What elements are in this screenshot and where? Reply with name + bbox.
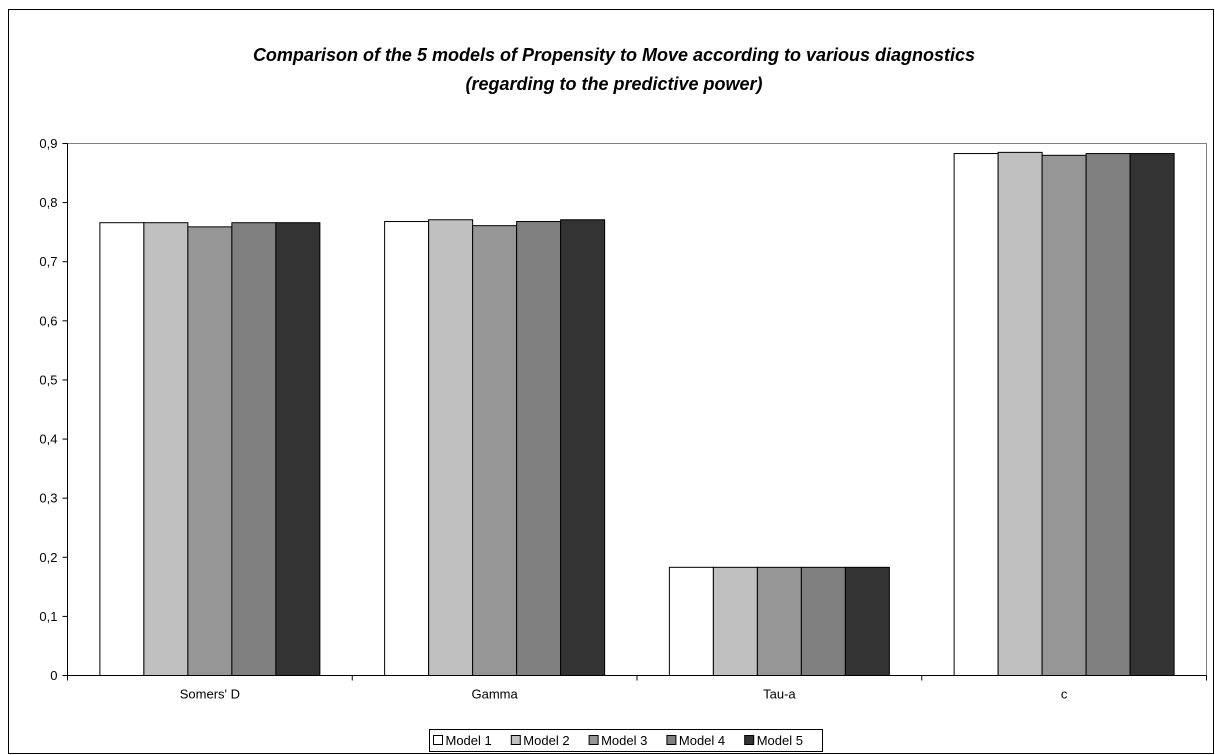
- legend-label: Model 1: [446, 733, 492, 748]
- y-tick-label: 0,2: [39, 550, 57, 565]
- y-tick-label: 0,9: [39, 136, 57, 151]
- bar-3-3: [756, 566, 802, 676]
- legend-swatch: [744, 735, 755, 745]
- bar-2-1: [143, 222, 189, 676]
- legend-label: Model 4: [679, 733, 725, 748]
- bar-1-2: [384, 221, 430, 676]
- bar-2-4: [997, 151, 1043, 677]
- y-tick-label: 0,7: [39, 254, 57, 269]
- legend-box: [429, 729, 823, 752]
- bar-5-2: [560, 219, 606, 676]
- legend-label: Model 3: [601, 733, 647, 748]
- chart-title-line-2: (regarding to the predictive power): [465, 74, 762, 94]
- legend-label: Model 5: [757, 733, 803, 748]
- bars-layer: [99, 151, 1175, 677]
- bar-1-3: [668, 566, 714, 676]
- bar-1-1: [99, 222, 145, 676]
- legend-swatch: [588, 735, 599, 745]
- x-tick-label: c: [1061, 687, 1068, 702]
- bar-5-1: [275, 222, 321, 676]
- bar-4-3: [800, 566, 846, 676]
- y-tick-label: 0,6: [39, 313, 57, 328]
- legend-label: Model 2: [523, 733, 569, 748]
- y-tick-label: 0: [50, 668, 57, 683]
- axes-layer: 0 0,1 0,2 0,3 0,4 0,5 0,6 0,7 0,8 0,9 Somers' D Gam…: [39, 136, 1207, 702]
- legend-swatch: [666, 735, 677, 745]
- bar-2-2: [428, 219, 474, 676]
- bar-5-3: [844, 566, 890, 676]
- bar-4-2: [516, 221, 562, 676]
- bar-4-4: [1085, 153, 1131, 676]
- bar-2-3: [712, 566, 758, 676]
- bar-3-2: [472, 225, 518, 676]
- bar-5-4: [1129, 153, 1175, 676]
- y-tick-label: 0,4: [39, 432, 57, 447]
- y-tick-label: 0,1: [39, 609, 57, 624]
- x-tick-label: Tau-a: [763, 687, 796, 702]
- y-tick-label: 0,5: [39, 372, 57, 387]
- x-tick-label: Gamma: [472, 687, 519, 702]
- bar-1-4: [953, 153, 999, 676]
- legend: Model 1 Model 2 Model 3 Model 4 Model 5: [429, 729, 823, 752]
- bar-4-1: [231, 222, 277, 676]
- x-tick-label: Somers' D: [180, 687, 240, 702]
- y-tick-label: 0,3: [39, 491, 57, 506]
- bar-3-1: [187, 226, 233, 676]
- legend-swatch: [510, 735, 521, 745]
- legend-swatch: [433, 735, 443, 745]
- chart-title-line-1: Comparison of the 5 models of Propensity…: [253, 45, 975, 65]
- bar-3-4: [1041, 154, 1087, 677]
- y-tick-label: 0,8: [39, 195, 57, 210]
- chart-area-border: [8, 9, 1214, 754]
